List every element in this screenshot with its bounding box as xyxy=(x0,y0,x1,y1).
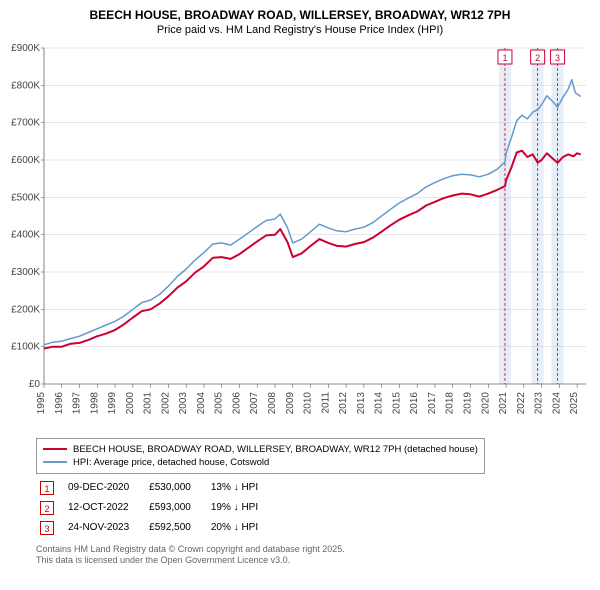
svg-text:1995: 1995 xyxy=(36,391,47,414)
svg-text:£800K: £800K xyxy=(11,80,40,91)
svg-text:2: 2 xyxy=(535,53,540,63)
svg-text:2011: 2011 xyxy=(320,391,331,413)
marker-diff-2: 19% ↓ HPI xyxy=(201,498,268,518)
marker-diff-1: 13% ↓ HPI xyxy=(201,478,268,498)
svg-text:2015: 2015 xyxy=(391,391,402,414)
svg-text:2018: 2018 xyxy=(445,391,456,414)
svg-text:2007: 2007 xyxy=(249,391,260,414)
legend-label-hpi: HPI: Average price, detached house, Cots… xyxy=(73,457,269,468)
marker-row-2: 2 12-OCT-2022 £593,000 19% ↓ HPI xyxy=(36,498,268,518)
legend: BEECH HOUSE, BROADWAY ROAD, WILLERSEY, B… xyxy=(36,438,485,474)
chart-svg: £0 £100K £200K £300K £400K £500K £600K £700K £80… xyxy=(8,42,592,432)
marker-badge-1: 1 xyxy=(40,481,54,495)
svg-text:2023: 2023 xyxy=(534,391,545,414)
svg-text:1: 1 xyxy=(502,53,507,63)
svg-text:2006: 2006 xyxy=(231,391,242,414)
svg-text:£300K: £300K xyxy=(11,267,40,278)
legend-swatch-hpi xyxy=(43,461,67,463)
svg-text:2021: 2021 xyxy=(498,391,509,414)
marker-price-2: £593,000 xyxy=(139,498,201,518)
legend-swatch-property xyxy=(43,448,67,450)
marker-price-1: £530,000 xyxy=(139,478,201,498)
chart-title-line2: Price paid vs. HM Land Registry's House … xyxy=(8,24,592,36)
svg-text:2000: 2000 xyxy=(125,391,136,414)
legend-row-property: BEECH HOUSE, BROADWAY ROAD, WILLERSEY, B… xyxy=(43,443,478,456)
svg-text:£600K: £600K xyxy=(11,155,40,166)
svg-text:2003: 2003 xyxy=(178,391,189,414)
chart-plot-area: £0 £100K £200K £300K £400K £500K £600K £700K £80… xyxy=(8,42,592,432)
svg-text:1998: 1998 xyxy=(89,391,100,414)
svg-text:2005: 2005 xyxy=(214,391,225,414)
svg-text:1999: 1999 xyxy=(107,391,118,414)
svg-text:£900K: £900K xyxy=(11,43,40,54)
marker-diff-3: 20% ↓ HPI xyxy=(201,518,268,538)
svg-text:1997: 1997 xyxy=(72,391,83,414)
marker-badge-2: 2 xyxy=(40,501,54,515)
marker-date-3: 24-NOV-2023 xyxy=(58,518,139,538)
svg-text:2004: 2004 xyxy=(196,391,207,414)
svg-text:2014: 2014 xyxy=(374,391,385,414)
svg-text:2001: 2001 xyxy=(143,391,154,414)
footer-line1: Contains HM Land Registry data © Crown c… xyxy=(36,544,592,556)
svg-text:2010: 2010 xyxy=(303,391,314,414)
markers-table: 1 09-DEC-2020 £530,000 13% ↓ HPI 2 12-OC… xyxy=(36,478,268,538)
svg-text:2012: 2012 xyxy=(338,391,349,414)
chart-title-line1: BEECH HOUSE, BROADWAY ROAD, WILLERSEY, B… xyxy=(8,8,592,24)
marker-date-2: 12-OCT-2022 xyxy=(58,498,139,518)
svg-text:3: 3 xyxy=(555,53,560,63)
legend-label-property: BEECH HOUSE, BROADWAY ROAD, WILLERSEY, B… xyxy=(73,444,478,455)
svg-text:£500K: £500K xyxy=(11,192,40,203)
svg-text:2009: 2009 xyxy=(285,391,296,414)
marker-price-3: £592,500 xyxy=(139,518,201,538)
marker-row-1: 1 09-DEC-2020 £530,000 13% ↓ HPI xyxy=(36,478,268,498)
svg-text:2020: 2020 xyxy=(480,391,491,414)
svg-text:£700K: £700K xyxy=(11,117,40,128)
svg-text:2019: 2019 xyxy=(462,391,473,414)
svg-text:2016: 2016 xyxy=(409,391,420,414)
svg-text:2017: 2017 xyxy=(427,391,438,414)
svg-text:£0: £0 xyxy=(29,379,41,390)
footer-line2: This data is licensed under the Open Gov… xyxy=(36,555,592,567)
svg-text:2024: 2024 xyxy=(551,391,562,414)
svg-text:1996: 1996 xyxy=(54,391,65,414)
footer: Contains HM Land Registry data © Crown c… xyxy=(36,544,592,567)
svg-text:£400K: £400K xyxy=(11,229,40,240)
marker-date-1: 09-DEC-2020 xyxy=(58,478,139,498)
svg-text:2002: 2002 xyxy=(160,391,171,414)
svg-text:2022: 2022 xyxy=(516,391,527,414)
marker-row-3: 3 24-NOV-2023 £592,500 20% ↓ HPI xyxy=(36,518,268,538)
svg-text:£100K: £100K xyxy=(11,341,40,352)
svg-text:£200K: £200K xyxy=(11,304,40,315)
svg-text:2025: 2025 xyxy=(569,391,580,414)
svg-text:2013: 2013 xyxy=(356,391,367,414)
legend-row-hpi: HPI: Average price, detached house, Cots… xyxy=(43,456,478,469)
svg-text:2008: 2008 xyxy=(267,391,278,414)
marker-badge-3: 3 xyxy=(40,521,54,535)
